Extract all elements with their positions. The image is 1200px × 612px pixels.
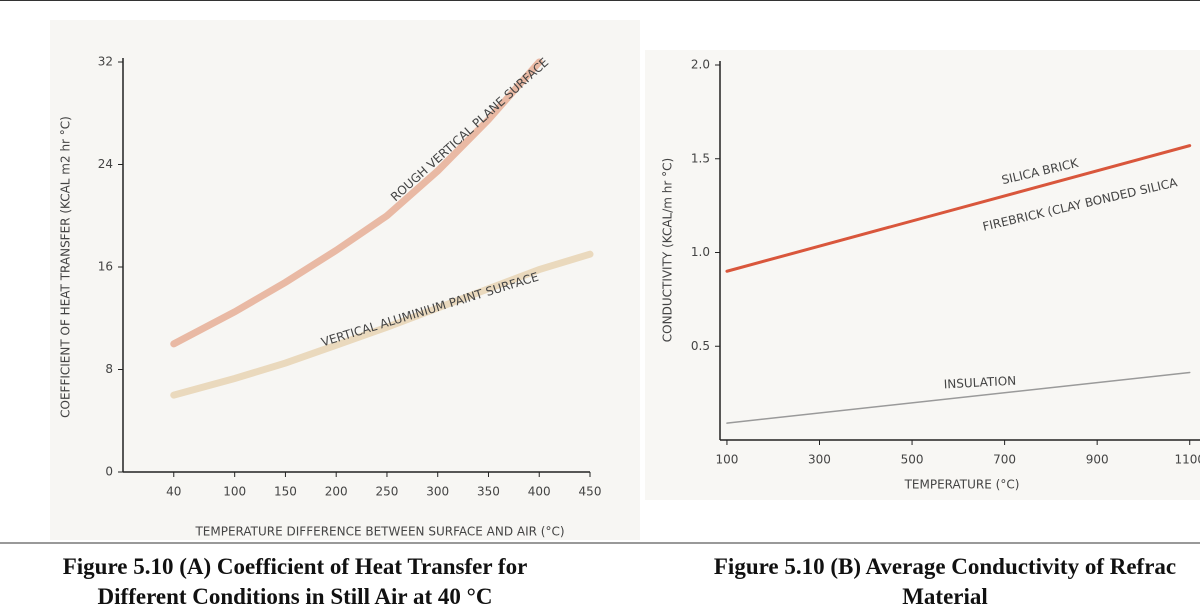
caption-b: Figure 5.10 (B) Average Conductivity of … [640, 552, 1200, 612]
x-tick-label: 150 [274, 485, 297, 499]
charts: 0 8 16 24 32 40 100 150 200 250 300 350 400 450 TEMPER… [0, 0, 1200, 545]
y-tick-label: 32 [98, 55, 113, 69]
y-tick-label: 0 [105, 465, 113, 479]
caption-line: Material [902, 584, 988, 609]
x-tick-label: 1100 [1174, 453, 1200, 467]
series-line [726, 145, 1191, 272]
x-tick-label: 700 [993, 453, 1016, 467]
x-tick-label: 40 [166, 485, 181, 499]
series-label: INSULATION [943, 374, 1016, 392]
y-axis-label: COEFFICIENT OF HEAT TRANSFER (KCAL m2 hr… [59, 116, 73, 418]
series-line [170, 58, 543, 348]
caption-line: Different Conditions in Still Air at 40 … [97, 584, 493, 609]
x-axis-label: TEMPERATURE (°C) [904, 478, 1020, 492]
series-line [726, 371, 1191, 424]
series-line [170, 250, 594, 399]
y-tick-label: 1.5 [691, 151, 710, 165]
y-tick-label: 2.0 [691, 58, 710, 72]
caption-line: Figure 5.10 (A) Coefficient of Heat Tran… [62, 554, 528, 579]
x-tick-label: 900 [1086, 453, 1109, 467]
x-tick-label: 100 [715, 453, 738, 467]
x-axis-label: TEMPERATURE DIFFERENCE BETWEEN SURFACE A… [194, 525, 564, 539]
panel-b [645, 50, 1200, 500]
y-tick-label: 1.0 [691, 245, 710, 259]
caption-line: Figure 5.10 (B) Average Conductivity of … [713, 554, 1177, 579]
y-tick-label: 16 [98, 260, 113, 274]
x-tick-label: 500 [901, 453, 924, 467]
x-tick-label: 100 [223, 485, 246, 499]
y-tick-label: 8 [105, 362, 113, 376]
x-tick-label: 400 [528, 485, 551, 499]
x-tick-label: 450 [579, 485, 602, 499]
x-tick-label: 300 [426, 485, 449, 499]
y-axis-label: CONDUCTIVITY (KCAL/m hr °C) [661, 158, 675, 342]
y-tick-label: 24 [98, 157, 113, 171]
caption-a: Figure 5.10 (A) Coefficient of Heat Tran… [0, 552, 590, 612]
x-tick-label: 300 [808, 453, 831, 467]
y-tick-label: 0.5 [691, 339, 710, 353]
x-tick-label: 200 [325, 485, 348, 499]
panel-a [50, 20, 640, 540]
x-tick-label: 250 [376, 485, 399, 499]
x-tick-label: 350 [477, 485, 500, 499]
